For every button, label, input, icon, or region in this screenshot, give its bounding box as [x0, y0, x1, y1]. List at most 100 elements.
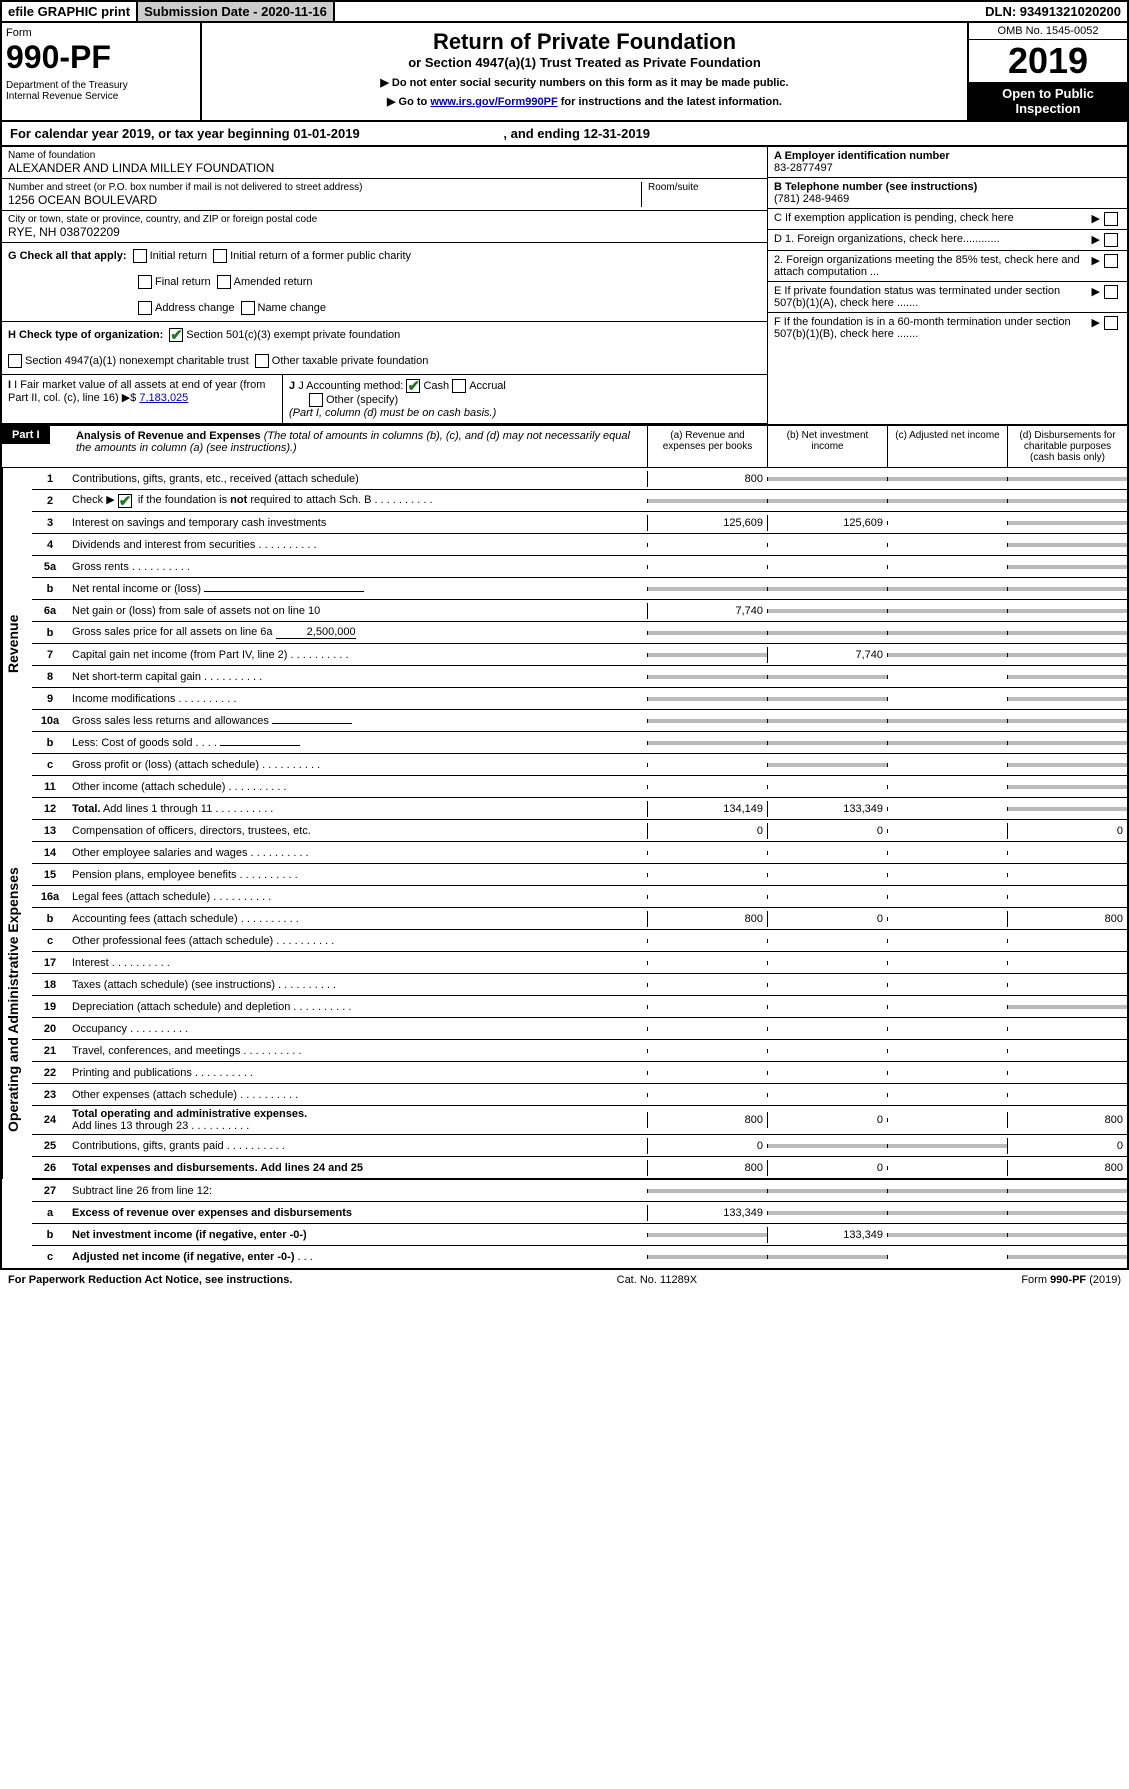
d2-label: 2. Foreign organizations meeting the 85%… [774, 254, 1088, 278]
line-27b-b: 133,349 [767, 1227, 887, 1243]
street-address: 1256 OCEAN BOULEVARD [8, 193, 641, 207]
line-27: Subtract line 26 from line 12: [68, 1183, 647, 1199]
c-label: C If exemption application is pending, c… [774, 212, 1088, 224]
f-label: F If the foundation is in a 60-month ter… [774, 316, 1088, 340]
line-13: Compensation of officers, directors, tru… [68, 823, 647, 839]
line-5a: Gross rents [68, 559, 647, 575]
ein: 83-2877497 [774, 162, 833, 174]
dln: DLN: 93491321020200 [979, 2, 1127, 21]
line-6a-a: 7,740 [647, 603, 767, 619]
room-label: Room/suite [648, 182, 761, 193]
line-10a: Gross sales less returns and allowances [68, 713, 647, 729]
line-24: Total operating and administrative expen… [68, 1106, 647, 1134]
line-24-a: 800 [647, 1112, 767, 1128]
line-21: Travel, conferences, and meetings [68, 1043, 647, 1059]
cal-end: , and ending 12-31-2019 [503, 126, 650, 141]
line-24-b: 0 [767, 1112, 887, 1128]
cb-d2[interactable] [1104, 254, 1118, 268]
opt-final: Final return [155, 276, 211, 288]
instruction-1: ▶ Do not enter social security numbers o… [208, 76, 961, 89]
revenue-side-label: Revenue [2, 468, 32, 820]
efile-label: efile GRAPHIC print [2, 2, 138, 21]
cb-501c3[interactable] [169, 328, 183, 342]
city-state-zip: RYE, NH 038702209 [8, 225, 761, 239]
inst2-prefix: ▶ Go to [387, 96, 430, 108]
line-15: Pension plans, employee benefits [68, 867, 647, 883]
cb-initial-former[interactable] [213, 249, 227, 263]
phone: (781) 248-9469 [774, 193, 849, 205]
cb-e[interactable] [1104, 285, 1118, 299]
foundation-name: ALEXANDER AND LINDA MILLEY FOUNDATION [8, 161, 761, 175]
d1-label: D 1. Foreign organizations, check here..… [774, 233, 1088, 245]
line-27a: Excess of revenue over expenses and disb… [68, 1205, 647, 1221]
line-7: Capital gain net income (from Part IV, l… [68, 647, 647, 663]
cb-amended[interactable] [217, 275, 231, 289]
footer-right: Form 990-PF (2019) [1021, 1274, 1121, 1286]
line-20: Occupancy [68, 1021, 647, 1037]
opt-former: Initial return of a former public charit… [230, 250, 411, 262]
line-2: Check ▶ if the foundation is not require… [68, 491, 647, 509]
fmv-value[interactable]: 7,183,025 [139, 392, 188, 404]
b-label: B Telephone number (see instructions) [774, 181, 977, 193]
part1-title: Analysis of Revenue and Expenses [76, 430, 261, 442]
tax-year: 2019 [969, 40, 1127, 82]
line-25-a: 0 [647, 1138, 767, 1154]
section-i-j: I I Fair market value of all assets at e… [2, 375, 767, 424]
cb-f[interactable] [1104, 316, 1118, 330]
line-26-b: 0 [767, 1160, 887, 1176]
j-note: (Part I, column (d) must be on cash basi… [289, 407, 496, 419]
line-12: Total. Add lines 1 through 11 [68, 801, 647, 817]
cb-other-taxable[interactable] [255, 354, 269, 368]
line-18: Taxes (attach schedule) (see instruction… [68, 977, 647, 993]
open-public: Open to Public Inspection [969, 82, 1127, 120]
opt-amended: Amended return [234, 276, 313, 288]
expense-rows: 13Compensation of officers, directors, t… [32, 820, 1127, 1179]
expenses-side-label: Operating and Administrative Expenses [2, 820, 32, 1179]
line-6a: Net gain or (loss) from sale of assets n… [68, 603, 647, 619]
top-bar: efile GRAPHIC print Submission Date - 20… [0, 0, 1129, 23]
i-label: I Fair market value of all assets at end… [8, 379, 265, 404]
page-footer: For Paperwork Reduction Act Notice, see … [0, 1270, 1129, 1290]
cb-4947[interactable] [8, 354, 22, 368]
cb-accrual[interactable] [452, 379, 466, 393]
cb-sch-b[interactable] [118, 494, 132, 508]
line-16b-d: 800 [1007, 911, 1127, 927]
line-11: Other income (attach schedule) [68, 779, 647, 795]
cb-address-change[interactable] [138, 301, 152, 315]
line-4: Dividends and interest from securities [68, 537, 647, 553]
cb-name-change[interactable] [241, 301, 255, 315]
section-g: G Check all that apply: Initial return I… [2, 243, 767, 322]
cb-cash[interactable] [406, 379, 420, 393]
line-23: Other expenses (attach schedule) [68, 1087, 647, 1103]
inst2-tail: for instructions and the latest informat… [558, 96, 782, 108]
line-25-d: 0 [1007, 1138, 1127, 1154]
cb-initial-return[interactable] [133, 249, 147, 263]
line-27a-a: 133,349 [647, 1205, 767, 1221]
form-label: Form [6, 27, 196, 39]
form-link[interactable]: www.irs.gov/Form990PF [430, 96, 557, 108]
submission-date: Submission Date - 2020-11-16 [138, 2, 335, 21]
revenue-rows: 1Contributions, gifts, grants, etc., rec… [32, 468, 1127, 820]
name-label: Name of foundation [8, 150, 761, 161]
cb-final-return[interactable] [138, 275, 152, 289]
line-12-b: 133,349 [767, 801, 887, 817]
line-17: Interest [68, 955, 647, 971]
line-10b: Less: Cost of goods sold . . . . [68, 735, 647, 751]
opt-initial: Initial return [150, 250, 207, 262]
line-16a: Legal fees (attach schedule) [68, 889, 647, 905]
line-16b-b: 0 [767, 911, 887, 927]
cb-d1[interactable] [1104, 233, 1118, 247]
irs-label: Internal Revenue Service [6, 91, 196, 102]
dept-label: Department of the Treasury [6, 80, 196, 91]
part1-table: Part I Analysis of Revenue and Expenses … [0, 426, 1129, 1270]
cb-other-method[interactable] [309, 393, 323, 407]
cal-begin: For calendar year 2019, or tax year begi… [10, 126, 360, 141]
cb-c[interactable] [1104, 212, 1118, 226]
line-16b: Accounting fees (attach schedule) [68, 911, 647, 927]
footer-mid: Cat. No. 11289X [617, 1274, 698, 1286]
line-27c: Adjusted net income (if negative, enter … [68, 1249, 647, 1265]
opt-4947: Section 4947(a)(1) nonexempt charitable … [25, 355, 249, 367]
opt-other-tax: Other taxable private foundation [272, 355, 429, 367]
instruction-2: ▶ Go to www.irs.gov/Form990PF for instru… [208, 95, 961, 108]
opt-accrual: Accrual [469, 380, 506, 392]
